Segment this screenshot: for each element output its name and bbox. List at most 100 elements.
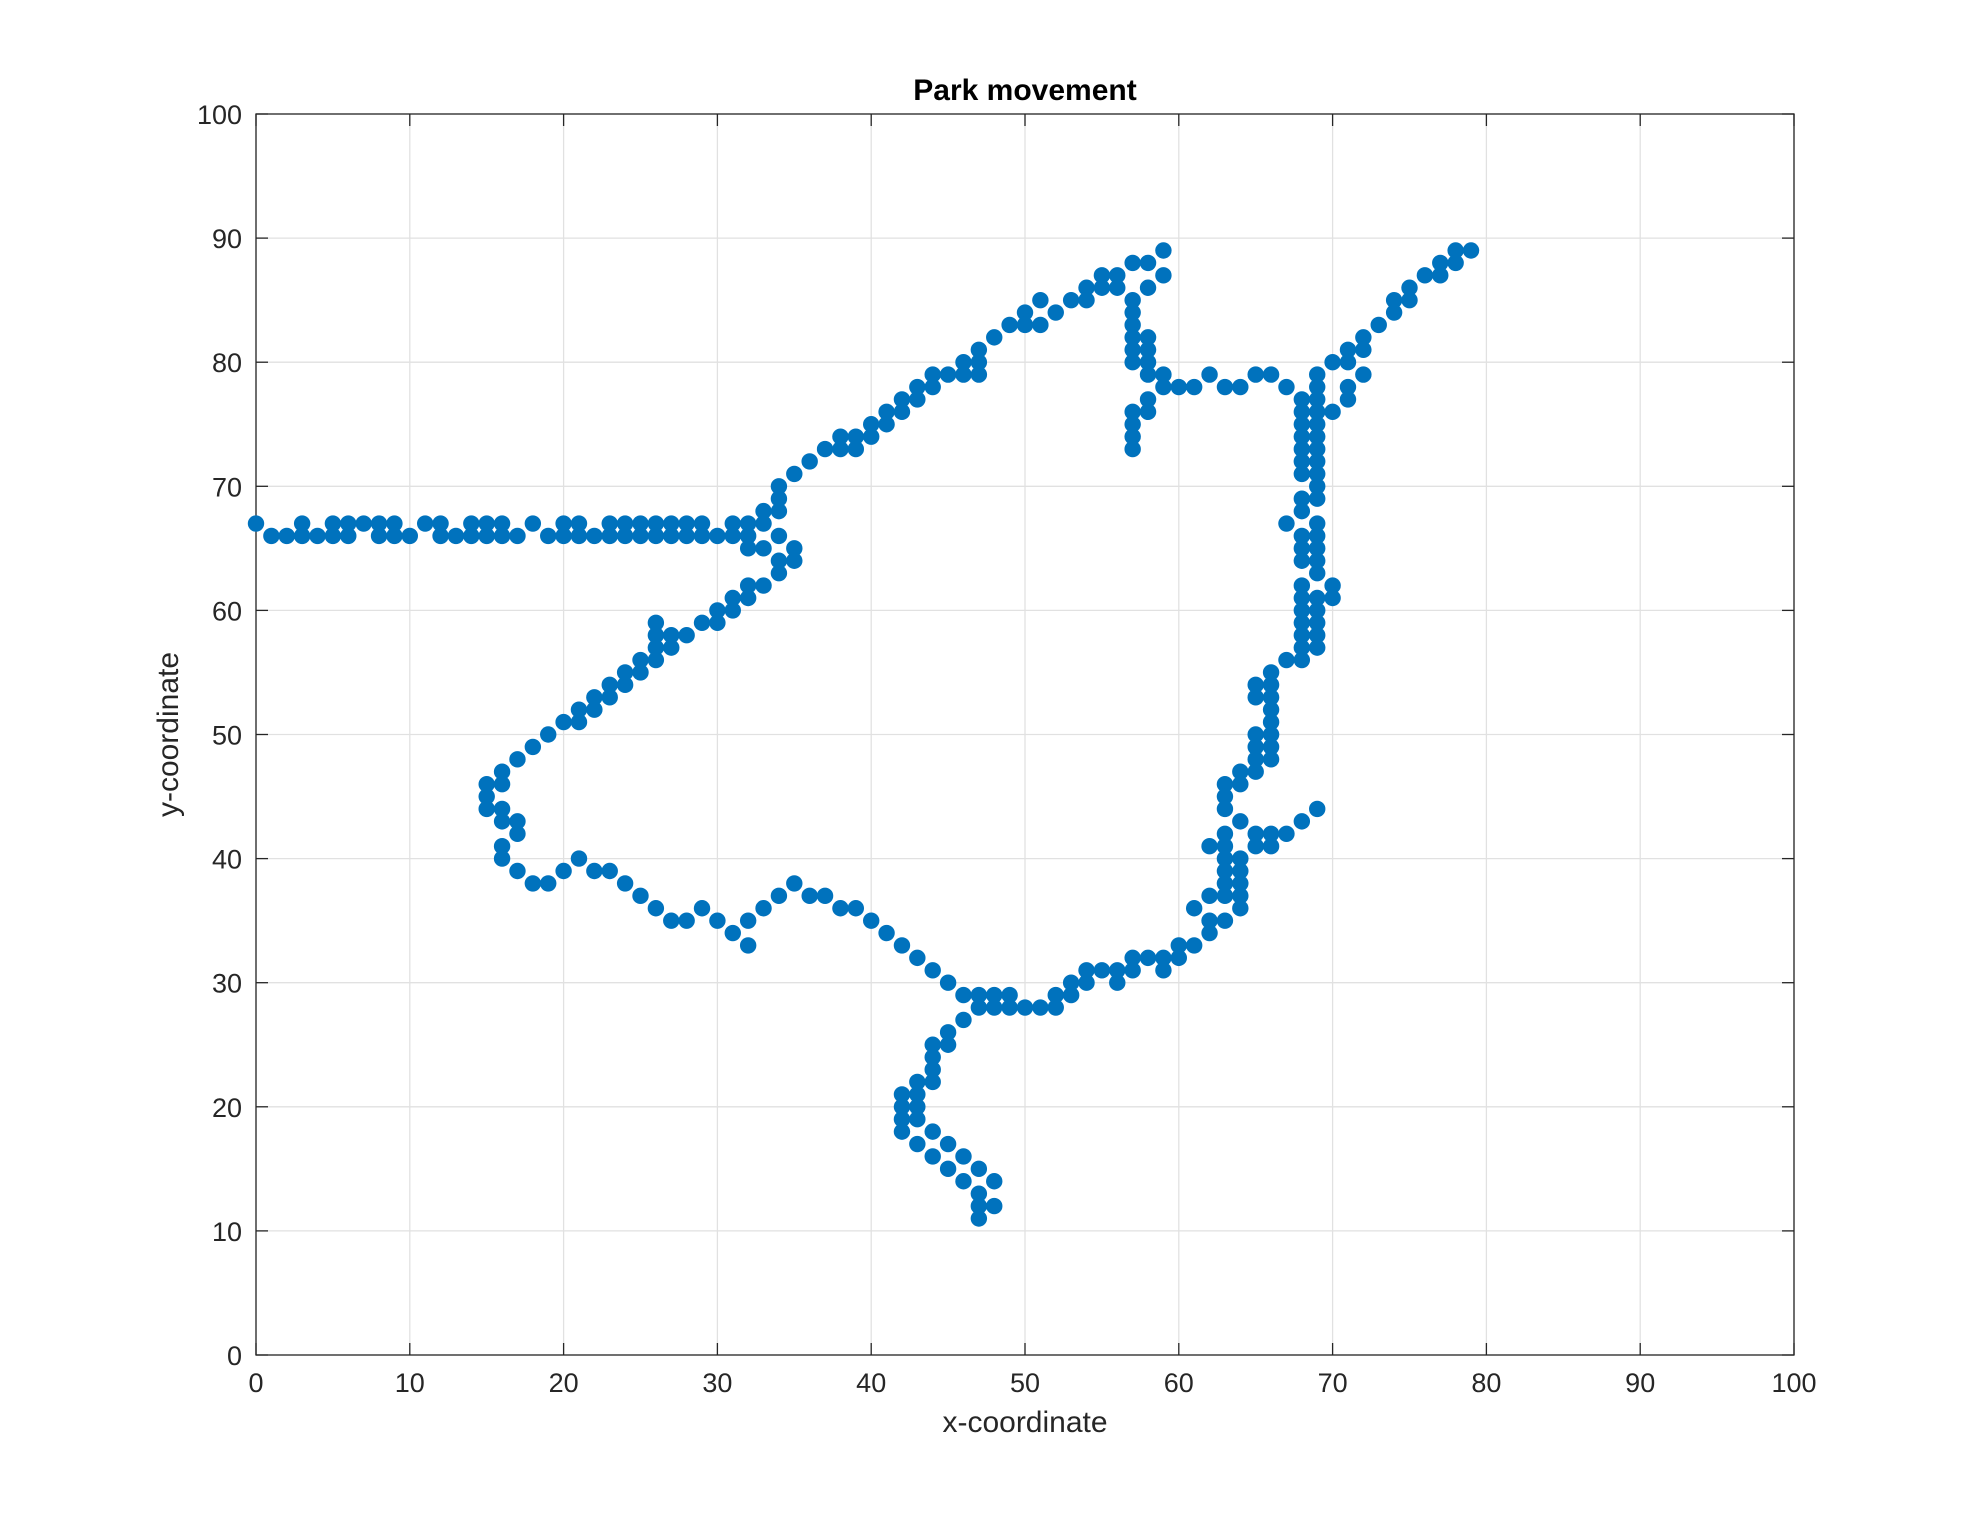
data-point — [893, 1123, 911, 1140]
data-point — [1278, 651, 1295, 669]
data-point — [632, 664, 649, 681]
y-tick-label: 0 — [227, 1341, 242, 1371]
data-point — [324, 527, 342, 545]
data-point — [1139, 279, 1157, 296]
data-point — [893, 403, 911, 421]
data-point — [401, 527, 418, 545]
data-point — [570, 850, 588, 867]
data-point — [647, 515, 665, 532]
data-point — [970, 1160, 988, 1178]
data-point — [509, 825, 526, 842]
data-point — [601, 862, 618, 880]
data-point — [1355, 329, 1372, 346]
data-point — [555, 515, 572, 532]
data-point — [1324, 354, 1341, 371]
data-point — [616, 515, 634, 532]
data-point — [1124, 304, 1141, 321]
data-point — [1062, 986, 1080, 1004]
data-point — [1232, 850, 1249, 867]
data-point — [1370, 316, 1387, 334]
data-point — [1078, 291, 1095, 309]
data-point — [1124, 329, 1141, 346]
data-point — [1309, 416, 1326, 433]
data-point — [1216, 862, 1234, 880]
data-point — [770, 564, 788, 582]
data-point — [924, 1123, 941, 1140]
data-point — [816, 440, 834, 458]
x-tick-label: 20 — [549, 1368, 579, 1398]
y-tick-label: 70 — [212, 472, 242, 502]
data-point — [509, 751, 526, 768]
x-tick-label: 0 — [248, 1368, 263, 1398]
data-point — [570, 515, 588, 532]
data-point — [955, 986, 972, 1004]
data-point — [1124, 440, 1141, 458]
data-point — [847, 440, 865, 458]
data-point — [1278, 378, 1295, 396]
data-point — [939, 366, 957, 383]
data-point — [1309, 540, 1326, 557]
data-point — [1309, 602, 1326, 619]
data-point — [1124, 341, 1141, 358]
data-point — [709, 602, 726, 619]
data-point — [509, 527, 526, 545]
data-point — [709, 527, 726, 545]
data-point — [647, 900, 665, 917]
data-point — [863, 912, 880, 929]
data-point — [1262, 825, 1280, 842]
data-point — [1309, 589, 1326, 607]
data-point — [1093, 962, 1111, 979]
data-point — [893, 1111, 911, 1128]
data-point — [1247, 763, 1264, 780]
data-point — [1232, 875, 1249, 892]
data-point — [1309, 614, 1326, 632]
data-point — [586, 689, 603, 706]
data-point — [370, 527, 388, 545]
data-point — [293, 527, 311, 545]
data-point — [832, 428, 849, 445]
tick-labels: 0 10 20 30 40 50 60 70 80 90 100 0 10 20 30 40 50 60 70 80 9… — [197, 100, 1817, 1398]
data-point — [847, 428, 865, 445]
data-point — [1216, 887, 1234, 905]
data-point — [601, 515, 618, 532]
data-point — [986, 1173, 1003, 1190]
data-point — [1155, 366, 1172, 383]
data-point — [1262, 689, 1280, 706]
data-point — [1309, 378, 1326, 396]
data-point — [970, 1210, 988, 1227]
data-point — [1385, 304, 1403, 321]
data-point — [1293, 453, 1311, 470]
data-point — [863, 416, 880, 433]
data-point — [739, 589, 757, 607]
data-point — [939, 1160, 957, 1178]
data-point — [478, 527, 495, 545]
data-point — [693, 527, 711, 545]
data-point — [678, 527, 695, 545]
data-point — [1432, 267, 1449, 284]
data-point — [1262, 837, 1280, 855]
data-point — [739, 912, 757, 929]
data-point — [570, 701, 588, 718]
data-point — [647, 614, 665, 632]
data-point — [586, 701, 603, 718]
x-tick-label: 30 — [702, 1368, 732, 1398]
data-point — [970, 1197, 988, 1215]
data-point — [601, 676, 618, 694]
data-point — [1293, 589, 1311, 607]
data-point — [678, 912, 695, 929]
data-point — [1293, 527, 1311, 545]
data-point — [1155, 267, 1172, 284]
data-point — [786, 540, 803, 557]
x-tick-label: 40 — [856, 1368, 886, 1398]
data-point — [647, 627, 665, 644]
data-point — [1309, 478, 1326, 495]
data-point — [1309, 428, 1326, 445]
data-point — [1309, 564, 1326, 582]
data-point — [1247, 751, 1264, 768]
x-tick-label: 80 — [1471, 1368, 1501, 1398]
data-point — [893, 937, 911, 954]
data-point — [1247, 738, 1264, 756]
data-point — [1078, 974, 1095, 991]
